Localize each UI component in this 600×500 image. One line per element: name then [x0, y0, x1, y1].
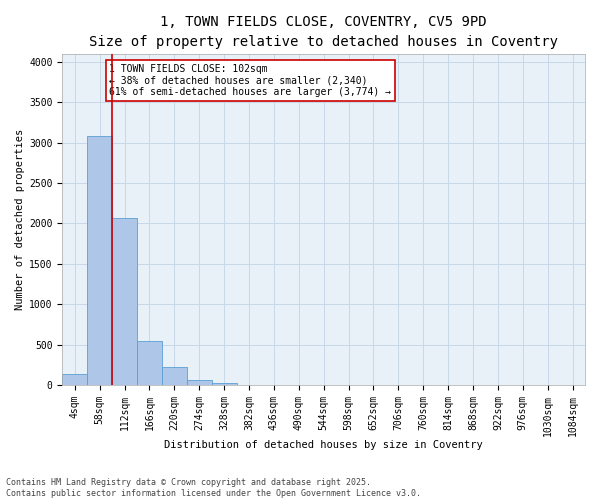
- Bar: [112, 218, 137, 385]
- Bar: [187, 380, 212, 385]
- Text: 1 TOWN FIELDS CLOSE: 102sqm
← 38% of detached houses are smaller (2,340)
61% of : 1 TOWN FIELDS CLOSE: 102sqm ← 38% of det…: [109, 64, 391, 97]
- Title: 1, TOWN FIELDS CLOSE, COVENTRY, CV5 9PD
Size of property relative to detached ho: 1, TOWN FIELDS CLOSE, COVENTRY, CV5 9PD …: [89, 15, 558, 48]
- Y-axis label: Number of detached properties: Number of detached properties: [15, 129, 25, 310]
- Bar: [212, 384, 236, 385]
- Bar: [137, 342, 162, 385]
- Bar: [62, 374, 87, 385]
- Text: Contains HM Land Registry data © Crown copyright and database right 2025.
Contai: Contains HM Land Registry data © Crown c…: [6, 478, 421, 498]
- Bar: [162, 367, 187, 385]
- X-axis label: Distribution of detached houses by size in Coventry: Distribution of detached houses by size …: [164, 440, 483, 450]
- Bar: [87, 136, 112, 385]
